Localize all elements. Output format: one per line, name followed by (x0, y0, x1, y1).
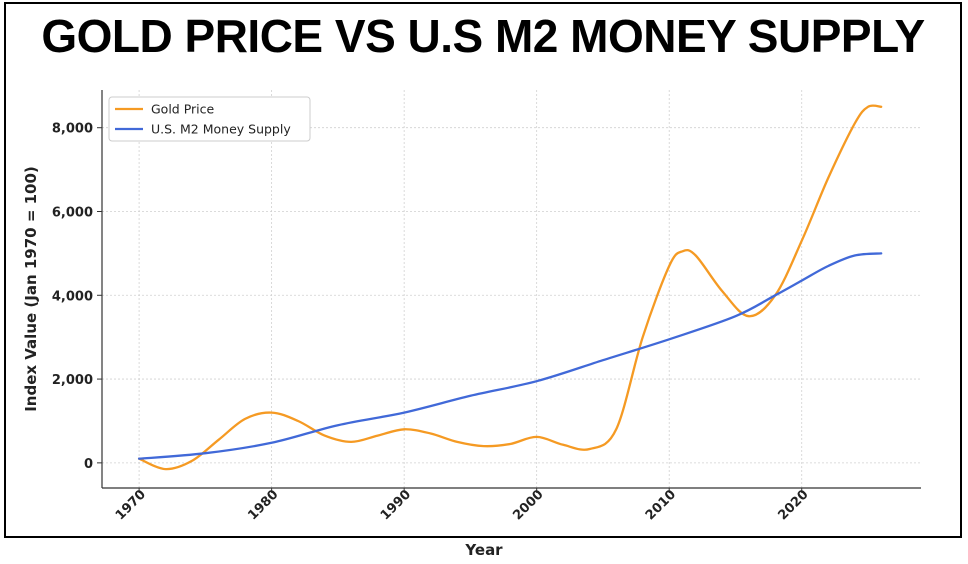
legend-box (108, 96, 311, 142)
gold-price-line (137, 104, 883, 471)
y-tick-label: 2,000 (52, 373, 93, 388)
legend-label: U.S. M2 Money Supply (151, 122, 291, 137)
x-tick-label: 2010 (643, 487, 679, 523)
x-tick-label: 1990 (378, 487, 414, 523)
x-tick-label: 2000 (510, 487, 546, 523)
chart-frame: GOLD PRICE VS U.S M2 MONEY SUPPLY (4, 2, 962, 538)
x-tick-label: 2020 (775, 487, 811, 523)
series-lines (137, 104, 883, 471)
m2-money-supply-line (137, 252, 883, 460)
chart-title: GOLD PRICE VS U.S M2 MONEY SUPPLY (41, 10, 925, 62)
x-tick-label: 1980 (245, 487, 281, 523)
y-axis-label: Index Value (Jan 1970 = 100) (22, 166, 40, 412)
axes (97, 90, 921, 493)
y-tick-label: 4,000 (52, 289, 93, 304)
x-axis-label: Year (465, 541, 503, 559)
y-tick-label: 0 (84, 457, 93, 472)
legend: Gold Price U.S. M2 Money Supply (108, 96, 311, 142)
x-tick-label: 1970 (113, 487, 149, 523)
grid (102, 90, 921, 488)
legend-label: Gold Price (151, 102, 215, 117)
y-tick-label: 6,000 (52, 205, 93, 220)
y-tick-label: 8,000 (52, 122, 93, 137)
